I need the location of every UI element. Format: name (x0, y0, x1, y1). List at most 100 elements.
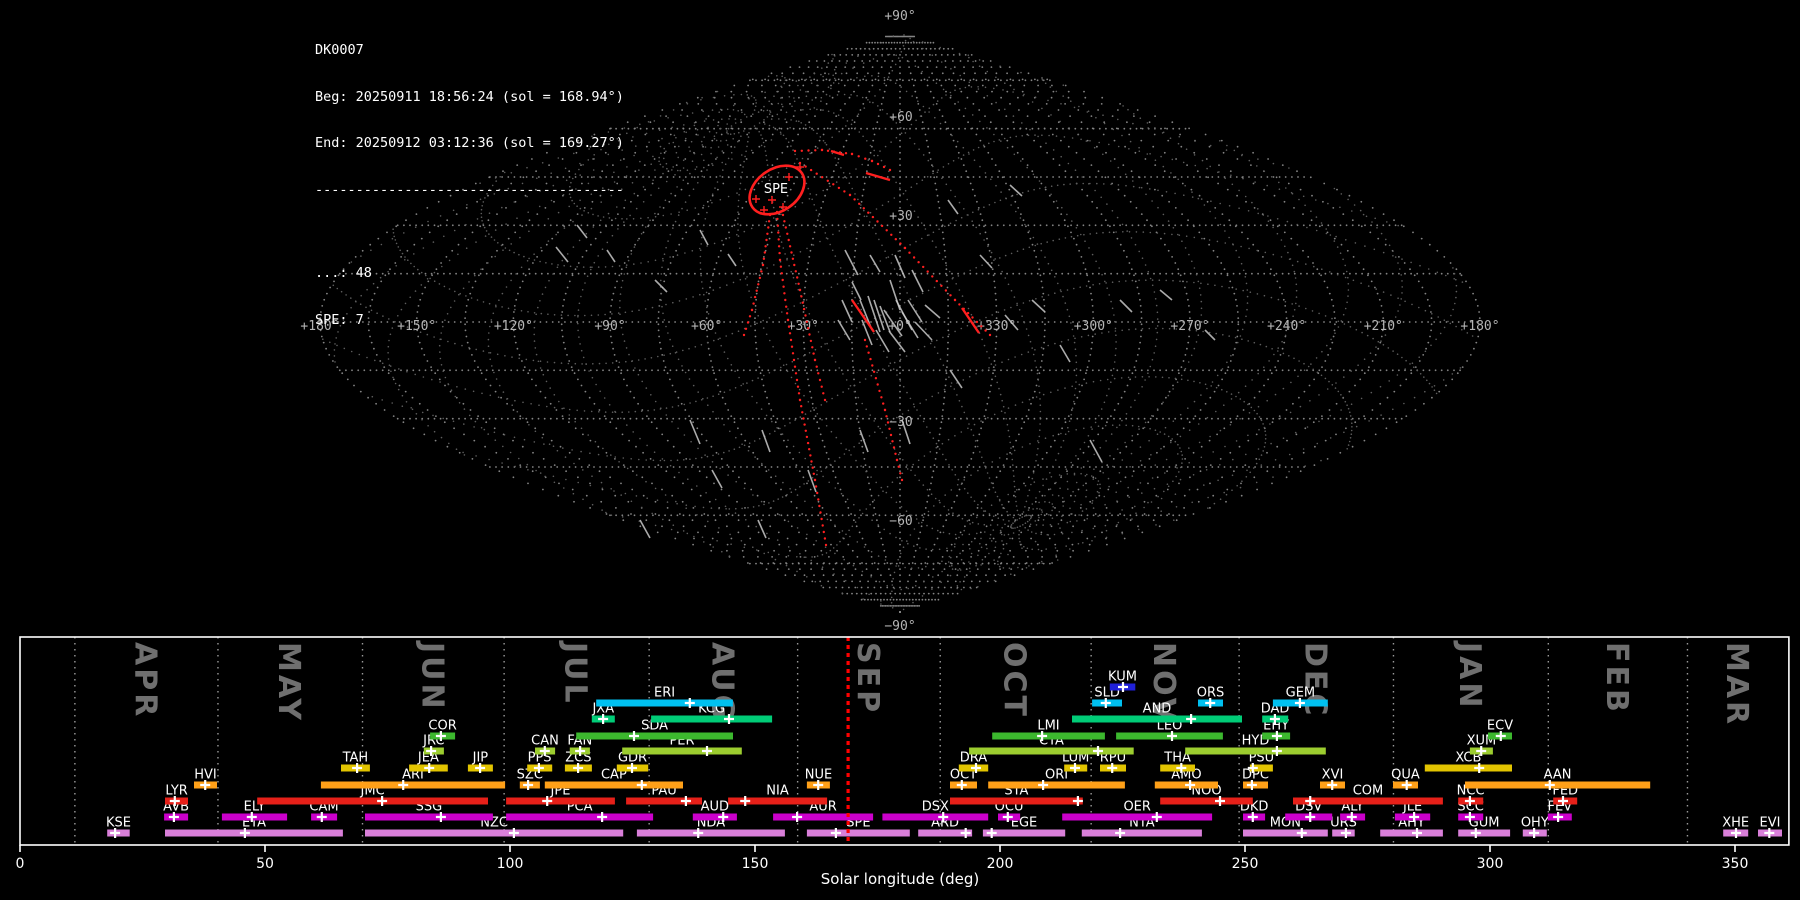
red-meteor-streak (961, 307, 980, 334)
shower-bar-PSU (1249, 764, 1273, 772)
shower-label-ORS: ORS (1197, 686, 1225, 701)
meteor-streak (888, 330, 906, 353)
meteor-streak (606, 249, 616, 263)
shower-peak-CAP (636, 780, 647, 790)
shower-peak-HVI (200, 780, 211, 790)
shower-peak-AHY (1412, 828, 1422, 838)
shower-label-LYR: LYR (165, 784, 188, 799)
shower-bar-ERI (596, 699, 733, 707)
meteor-streak (761, 429, 771, 453)
shower-bar-NTA (1081, 829, 1202, 837)
shower-peak-ARI (398, 780, 409, 790)
shower-peak-DSV (1305, 812, 1316, 822)
shower-bar-COM (1293, 797, 1443, 805)
shower-bar-SPE (806, 829, 910, 837)
shower-label-ERI: ERI (654, 686, 675, 701)
shower-peak-JLE (1409, 812, 1420, 822)
shower-bar-JPE (506, 797, 615, 805)
month-label-JAN: JAN (1452, 640, 1487, 711)
month-label-DEC: DEC (1297, 642, 1332, 718)
chart-frame (19, 636, 1790, 846)
shower-label-HVI: HVI (194, 768, 217, 783)
x-axis-title: Solar longitude (deg) (820, 870, 980, 888)
shower-peak-EVI (1764, 828, 1775, 838)
shower-peak-KUM (1118, 682, 1128, 692)
shower-peak-AMO (1185, 780, 1196, 790)
shower-peak-NIA (740, 796, 751, 806)
sky-lat-label: +30 (889, 209, 912, 224)
meteor-streak (844, 249, 859, 276)
shower-peak-KSE (110, 828, 121, 838)
meteor-streak (851, 281, 862, 301)
shower-peak-TAH (352, 763, 363, 773)
sky-grid-labels: +90° +60 +30 −30 −60 −90° +180° +150° +120° +90° +… (300, 9, 1499, 634)
meteor-streak (867, 295, 881, 333)
shower-peak-DAD (1269, 714, 1280, 724)
shower-peak-PER (702, 746, 712, 756)
meteor-streak (901, 311, 919, 339)
shower-label-OER: OER (1123, 800, 1150, 815)
shower-bar-DSX (882, 813, 989, 821)
meteor-streak (1204, 329, 1216, 341)
sky-lon-label: +0° (888, 319, 911, 334)
x-tick-label-0: 0 (16, 856, 25, 872)
shower-bar-CAP (544, 781, 683, 789)
shower-bar-OER (1062, 813, 1213, 821)
radiant-ellipse (748, 164, 806, 216)
shower-peak-SSG (435, 812, 446, 822)
shower-peak-STA (1072, 796, 1083, 806)
sky-lon-label: +180° (300, 319, 339, 334)
meteor-streak (911, 269, 924, 293)
meteor-streak (869, 254, 881, 273)
shower-peak-NCC (1464, 796, 1475, 806)
shower-bar-AAN (1465, 781, 1651, 789)
radiant-plus-marker (760, 206, 768, 214)
meteor-streak (859, 429, 869, 453)
shower-label-COR: COR (428, 719, 456, 734)
shower-bar-HYD (1185, 747, 1326, 755)
meteor-streak (1059, 344, 1071, 363)
month-label-AUG: AUG (704, 642, 739, 722)
shower-label-CAN: CAN (531, 734, 559, 749)
shower-bar-PCA (506, 813, 654, 821)
begin-time: Beg: 20250911 18:56:24 (sol = 168.94°) (315, 88, 624, 105)
shower-peak-OCU (1002, 812, 1013, 822)
shower-peak-HYD (1271, 746, 1282, 756)
shower-label-NIA: NIA (766, 784, 789, 799)
shower-label-KSE: KSE (106, 816, 131, 831)
shower-peak-AUR (792, 812, 803, 822)
month-label-APR: APR (127, 642, 162, 719)
shower-label-GEM: GEM (1286, 686, 1316, 701)
shower-peak-AND (1186, 714, 1197, 724)
sky-map: +90° +60 +30 −30 −60 −90° +180° +150° +120° +90° +… (300, 9, 1499, 634)
shower-bar-NIA (728, 797, 828, 805)
radiant-label: SPE (764, 182, 788, 197)
shower-label-AND: AND (1143, 702, 1172, 717)
meteor-streak (924, 304, 941, 319)
red-meteor-trail (781, 213, 827, 402)
shower-label-LMI: LMI (1037, 719, 1059, 734)
month-label-JUL: JUL (558, 640, 593, 706)
shower-bar-LMI (992, 732, 1105, 740)
shower-peak-JPE (542, 796, 553, 806)
shower-peak-PCA (597, 812, 608, 822)
sky-grid-equatorial (319, 35, 1481, 613)
sky-lon-label: +180° (1460, 319, 1499, 334)
sky-lat-label: −90° (884, 619, 915, 634)
shower-label-XVI: XVI (1322, 768, 1344, 783)
meteor-streak (879, 305, 891, 333)
shower-bar-ARD (918, 829, 973, 837)
shower-peak-JEA (424, 763, 435, 773)
shower-label-ORI: ORI (1045, 768, 1068, 783)
shower-label-EVI: EVI (1760, 816, 1781, 831)
x-tick-label-250: 250 (1232, 856, 1259, 872)
shower-bar-XCB (1424, 764, 1512, 772)
sky-lon-label: +240° (1267, 319, 1306, 334)
meteor-streak (1009, 184, 1023, 197)
meteor-streak (1089, 439, 1103, 463)
meteor-streak (807, 469, 817, 493)
shower-peak-ALY (1346, 812, 1357, 822)
shower-label-THA: THA (1163, 751, 1191, 766)
shower-bar-JMC (257, 797, 488, 805)
